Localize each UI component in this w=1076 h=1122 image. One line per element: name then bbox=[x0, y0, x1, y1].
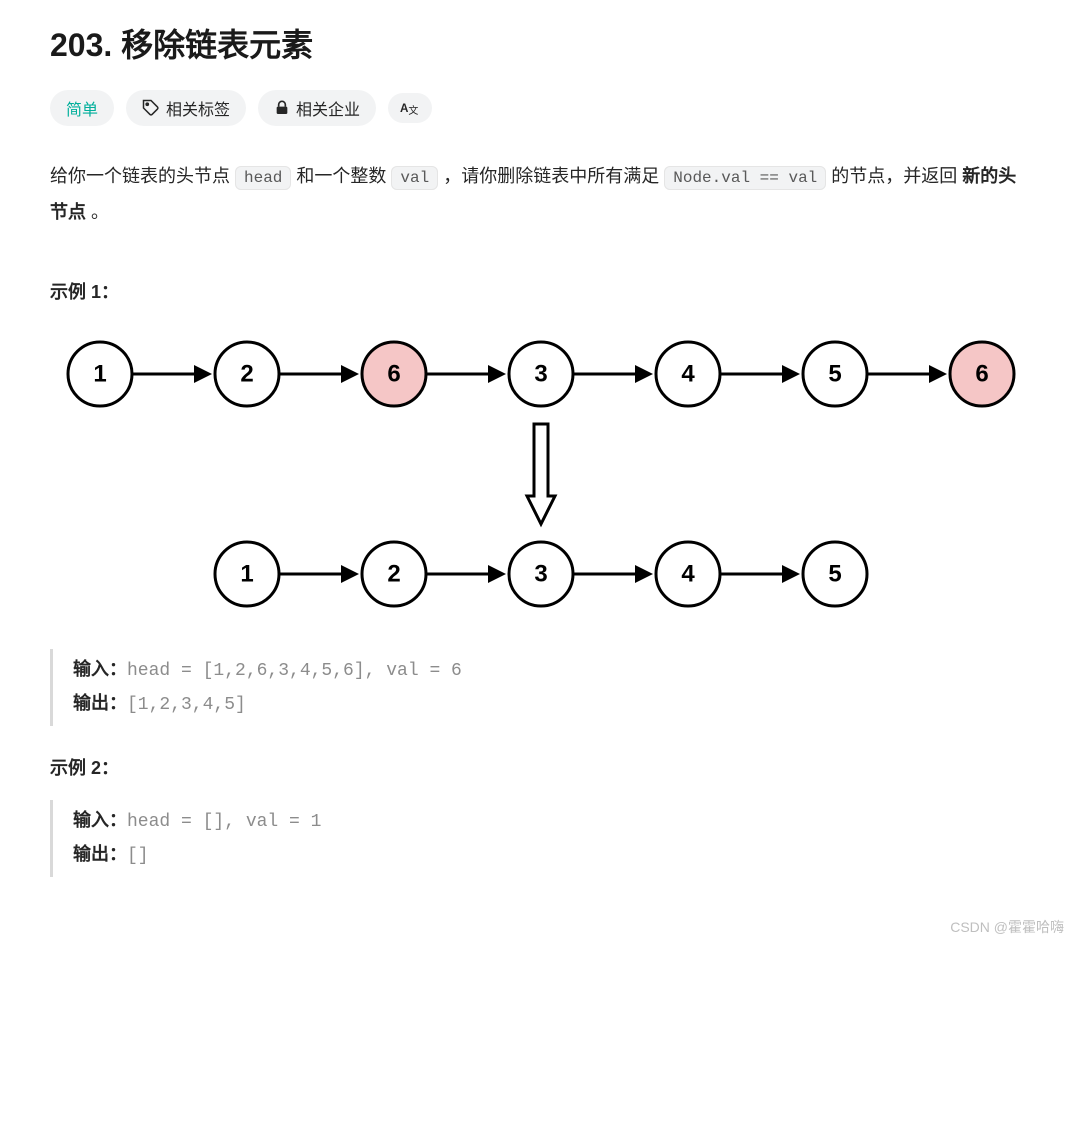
code-val: val bbox=[391, 166, 438, 190]
desc-text: ，请你删除链表中所有满足 bbox=[438, 166, 664, 186]
svg-text:2: 2 bbox=[240, 361, 253, 388]
svg-text:5: 5 bbox=[828, 361, 841, 388]
tags-label: 相关标签 bbox=[166, 96, 230, 120]
svg-text:6: 6 bbox=[387, 361, 400, 388]
svg-text:1: 1 bbox=[93, 361, 106, 388]
svg-text:5: 5 bbox=[828, 561, 841, 588]
input-value: head = [], val = 1 bbox=[127, 812, 321, 832]
desc-text: 和一个整数 bbox=[291, 166, 391, 186]
tags-pill[interactable]: 相关标签 bbox=[126, 90, 246, 126]
code-condition: Node.val == val bbox=[664, 166, 826, 190]
svg-text:文: 文 bbox=[408, 104, 418, 117]
output-label: 输出： bbox=[73, 693, 127, 713]
companies-label: 相关企业 bbox=[296, 96, 360, 120]
input-value: head = [1,2,6,3,4,5,6], val = 6 bbox=[127, 661, 462, 681]
translate-icon: A文 bbox=[400, 99, 420, 117]
companies-pill[interactable]: 相关企业 bbox=[258, 90, 376, 126]
desc-text: 的节点，并返回 bbox=[826, 166, 962, 186]
svg-text:3: 3 bbox=[534, 561, 547, 588]
tag-icon bbox=[142, 99, 160, 117]
code-head: head bbox=[235, 166, 291, 190]
desc-text: 给你一个链表的头节点 bbox=[50, 166, 235, 186]
example1-io: 输入：head = [1,2,6,3,4,5,6], val = 6 输出：[1… bbox=[50, 649, 1026, 726]
output-label: 输出： bbox=[73, 844, 127, 864]
svg-text:4: 4 bbox=[681, 361, 695, 388]
lock-icon bbox=[274, 100, 290, 116]
linked-list-diagram: 1 2 6 3 4 5 6 1 2 3 4 5 bbox=[50, 324, 1026, 629]
example2-title: 示例 2： bbox=[50, 754, 1026, 780]
input-label: 输入： bbox=[73, 810, 127, 830]
example2-io: 输入：head = [], val = 1 输出：[] bbox=[50, 800, 1026, 877]
example1-title: 示例 1： bbox=[50, 278, 1026, 304]
svg-text:3: 3 bbox=[534, 361, 547, 388]
output-value: [1,2,3,4,5] bbox=[127, 695, 246, 715]
pill-row: 简单 相关标签 相关企业 A文 bbox=[50, 90, 1026, 126]
translate-pill[interactable]: A文 bbox=[388, 93, 432, 123]
svg-text:1: 1 bbox=[240, 561, 253, 588]
watermark: CSDN @霍霍哈嗨 bbox=[950, 917, 1064, 937]
diagram-svg: 1 2 6 3 4 5 6 1 2 3 4 5 bbox=[50, 324, 1020, 624]
page-title: 203. 移除链表元素 bbox=[50, 20, 1026, 66]
svg-text:4: 4 bbox=[681, 561, 695, 588]
desc-text: 。 bbox=[86, 202, 109, 222]
input-label: 输入： bbox=[73, 659, 127, 679]
svg-text:6: 6 bbox=[975, 361, 988, 388]
difficulty-pill[interactable]: 简单 bbox=[50, 90, 114, 126]
output-value: [] bbox=[127, 846, 149, 866]
svg-text:2: 2 bbox=[387, 561, 400, 588]
problem-description: 给你一个链表的头节点 head 和一个整数 val ，请你删除链表中所有满足 N… bbox=[50, 158, 1026, 230]
